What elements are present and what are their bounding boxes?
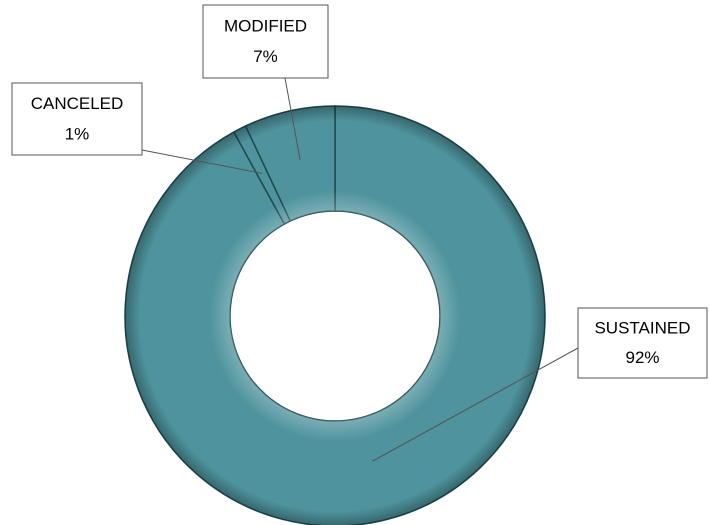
label-box	[577, 307, 708, 379]
leader-line	[141, 149, 263, 174]
value-label: 1%	[65, 124, 90, 143]
label-box	[11, 82, 143, 156]
label-box	[202, 4, 329, 79]
category-label: CANCELED	[31, 94, 124, 113]
leader-line	[372, 347, 579, 462]
category-label: MODIFIED	[224, 16, 307, 35]
value-label: 7%	[253, 47, 278, 66]
leader-line	[284, 77, 301, 160]
value-label: 92%	[625, 348, 659, 367]
category-label: SUSTAINED	[594, 318, 690, 337]
